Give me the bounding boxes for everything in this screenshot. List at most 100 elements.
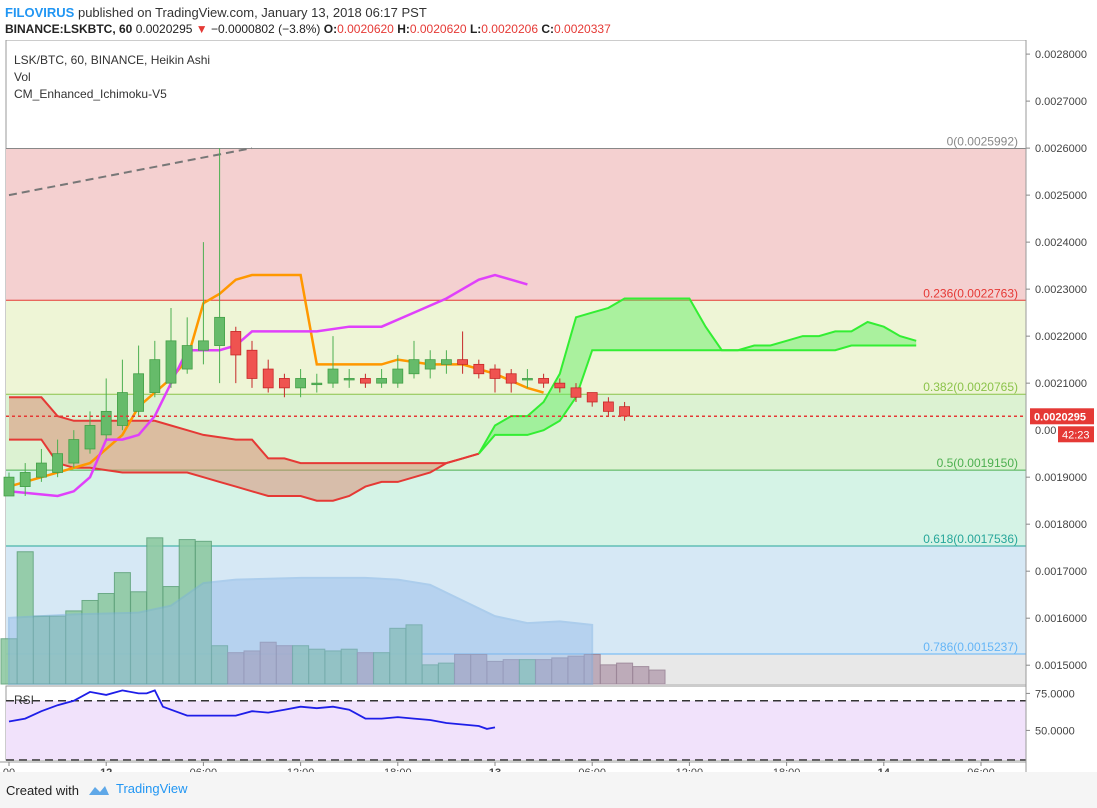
- candle-body: [84, 425, 96, 450]
- fib-level-label: 0.382(0.0020765): [923, 380, 1018, 394]
- volume-ma-band: [8, 576, 594, 685]
- candle-body: [327, 368, 339, 384]
- symbol-label: BINANCE:LSKBTC, 60: [5, 22, 133, 36]
- low-label: L:: [469, 22, 482, 36]
- candle-body: [376, 378, 388, 384]
- candle-body: [473, 363, 485, 375]
- fib-level-label: 0.236(0.0022763): [923, 286, 1018, 300]
- time-tick-label: 18:00: [384, 767, 412, 772]
- candle-body: [424, 359, 436, 370]
- time-tick-label: 14: [878, 767, 891, 772]
- created-with-text: Created with: [6, 783, 79, 798]
- time-tick-label: 13: [489, 767, 501, 772]
- price-tick-label: 0.0027000: [1035, 96, 1087, 108]
- time-tick-label: 06:00: [190, 767, 218, 772]
- candle-body: [343, 378, 355, 381]
- close-label: C:: [541, 22, 555, 36]
- volume-bar: [405, 624, 423, 685]
- rsi-line: [8, 689, 496, 730]
- price-tick-label: 0.0017000: [1035, 566, 1087, 578]
- fib-level-label: 0(0.0025992): [947, 134, 1018, 148]
- candle-body: [457, 359, 469, 365]
- fib-zone: [6, 470, 1026, 546]
- legend-volume: Vol: [14, 70, 31, 84]
- publish-line: FILOVIRUS published on TradingView.com, …: [5, 5, 427, 20]
- footer: Created with TradingView: [0, 772, 1097, 808]
- candle-body: [36, 462, 47, 478]
- published-text: published on TradingView.com, January 13…: [77, 5, 427, 20]
- rsi-tick-label: 50.0000: [1035, 725, 1075, 737]
- candle-body: [619, 406, 630, 417]
- green-cloud-span-a: [477, 297, 917, 455]
- candle-body: [522, 378, 533, 381]
- price-change: −0.0000802 (−3.8%): [211, 22, 321, 36]
- volume-bar: [616, 662, 634, 685]
- price-tick-label: 0.0026000: [1035, 143, 1087, 155]
- down-arrow-icon: ▼: [195, 22, 208, 36]
- countdown-tag-label: 42:23: [1062, 429, 1090, 441]
- green-cloud-span-b: [478, 344, 917, 455]
- open-label: O:: [323, 22, 338, 36]
- candle-body: [19, 472, 31, 487]
- price-axis[interactable]: 0.0028000 0.0027000 0.0026000 0.0025000 0.00…: [1025, 40, 1097, 772]
- time-tick-label: 00: [3, 767, 15, 772]
- tradingview-logo-icon: [89, 786, 109, 795]
- last-price-tag-label: 0.0020295: [1034, 411, 1086, 423]
- fib-level-label: 0.618(0.0017536): [923, 532, 1018, 546]
- volume-bar: [599, 664, 617, 685]
- high-value: 0.0020620: [409, 22, 467, 36]
- tradingview-brand-link[interactable]: TradingView: [116, 781, 188, 796]
- time-tick-label: 06:00: [578, 767, 606, 772]
- candle-body: [133, 373, 145, 412]
- candle-body: [181, 345, 193, 370]
- heikin-ashi-candles[interactable]: [3, 148, 630, 497]
- fib-zone: [6, 148, 1026, 301]
- price-chart[interactable]: 0(0.0025992) 0.236(0.0022763) 0.382(0.0020…: [0, 40, 1097, 772]
- candle-body: [165, 340, 177, 384]
- candle-body: [68, 439, 80, 464]
- author-name[interactable]: FILOVIRUS: [5, 5, 75, 20]
- candle-body: [52, 453, 63, 473]
- red-cloud-span-a: [9, 396, 480, 465]
- last-price-tag: [1030, 408, 1094, 425]
- price-tick-label: 0.0022000: [1035, 331, 1087, 343]
- price-tick-label: 0.0019000: [1035, 472, 1087, 484]
- countdown-tag: [1058, 426, 1094, 443]
- candle-body: [117, 392, 128, 426]
- candle-body: [278, 378, 290, 389]
- rsi-pane: RSI: [5, 685, 1027, 761]
- candle-body: [100, 410, 112, 436]
- red-cloud-span-b: [9, 438, 480, 502]
- candle-body: [489, 368, 501, 379]
- price-tick-label: 0.0025000: [1035, 190, 1087, 202]
- rsi-band-fill: [6, 700, 1026, 760]
- volume-bars: [0, 537, 666, 685]
- candle-body: [408, 359, 420, 375]
- ohlc-line: BINANCE:LSKBTC, 60 0.0020295 ▼ −0.000080…: [5, 22, 611, 36]
- candle-body: [230, 331, 242, 356]
- fib-level-label: 0.786(0.0015237): [923, 640, 1018, 654]
- price-tick-label: 0.0021000: [1035, 378, 1087, 390]
- candle-body: [538, 378, 549, 384]
- time-tick-label: 18:00: [773, 767, 801, 772]
- trend-line: [8, 147, 253, 197]
- price-tick-label: 0.0024000: [1035, 237, 1087, 249]
- time-axis[interactable]: 00 12 06:00 12:00 18:00 13 06:00 12:00 18:00 14 06…: [0, 761, 1026, 772]
- time-tick-label: 12: [100, 767, 112, 772]
- price-axis-bg: [1026, 40, 1097, 772]
- fib-level-label: 0.5(0.0019150): [937, 456, 1018, 470]
- price-tick-label: 0.0016000: [1035, 613, 1087, 625]
- candle-body: [214, 316, 226, 346]
- high-label: H:: [397, 22, 410, 36]
- rsi-tick-label: 75.0000: [1035, 688, 1075, 700]
- price-tick-label: 0.0023000: [1035, 284, 1087, 296]
- candle-body: [149, 359, 161, 393]
- time-tick-label: 12:00: [287, 767, 315, 772]
- legend-series: LSK/BTC, 60, BINANCE, Heikin Ashi: [14, 53, 210, 67]
- candle-body: [262, 368, 274, 389]
- candle-body: [392, 368, 404, 384]
- candle-body: [3, 476, 15, 497]
- rsi-label: RSI: [14, 693, 34, 707]
- candle-body: [603, 401, 614, 412]
- candle-body: [359, 378, 371, 384]
